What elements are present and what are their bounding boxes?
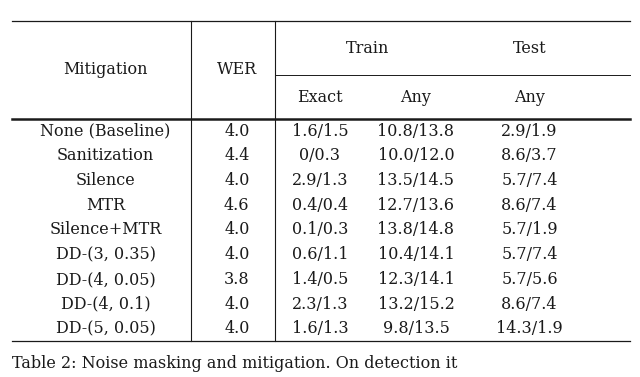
Text: 2.3/1.3: 2.3/1.3 (292, 296, 348, 313)
Text: Any: Any (514, 89, 545, 106)
Text: 4.4: 4.4 (224, 147, 250, 164)
Text: 0.4/0.4: 0.4/0.4 (292, 197, 348, 214)
Text: 4.0: 4.0 (224, 172, 250, 189)
Text: 5.7/7.4: 5.7/7.4 (501, 172, 558, 189)
Text: 8.6/7.4: 8.6/7.4 (501, 197, 558, 214)
Text: WER: WER (217, 61, 257, 78)
Text: 13.8/14.8: 13.8/14.8 (378, 221, 454, 239)
Text: DD-(5, 0.05): DD-(5, 0.05) (56, 320, 156, 337)
Text: 13.2/15.2: 13.2/15.2 (378, 296, 454, 313)
Text: 5.7/1.9: 5.7/1.9 (501, 221, 558, 239)
Text: Train: Train (346, 40, 390, 57)
Text: MTR: MTR (86, 197, 125, 214)
Text: 12.3/14.1: 12.3/14.1 (378, 271, 454, 288)
Text: 0.1/0.3: 0.1/0.3 (292, 221, 348, 239)
Text: 1.4/0.5: 1.4/0.5 (292, 271, 348, 288)
Text: DD-(4, 0.1): DD-(4, 0.1) (61, 296, 150, 313)
Text: 4.0: 4.0 (224, 246, 250, 263)
Text: 10.8/13.8: 10.8/13.8 (378, 123, 454, 139)
Text: Any: Any (401, 89, 431, 106)
Text: 12.7/13.6: 12.7/13.6 (378, 197, 454, 214)
Text: DD-(4, 0.05): DD-(4, 0.05) (56, 271, 156, 288)
Text: 10.4/14.1: 10.4/14.1 (378, 246, 454, 263)
Text: Table 2: Noise masking and mitigation. On detection it: Table 2: Noise masking and mitigation. O… (12, 355, 457, 372)
Text: 4.6: 4.6 (224, 197, 250, 214)
Text: None (Baseline): None (Baseline) (40, 123, 171, 139)
Text: 2.9/1.9: 2.9/1.9 (501, 123, 558, 139)
Text: 9.8/13.5: 9.8/13.5 (383, 320, 449, 337)
Text: 4.0: 4.0 (224, 296, 250, 313)
Text: DD-(3, 0.35): DD-(3, 0.35) (56, 246, 156, 263)
Text: 14.3/1.9: 14.3/1.9 (496, 320, 563, 337)
Text: 4.0: 4.0 (224, 123, 250, 139)
Text: Test: Test (513, 40, 547, 57)
Text: Exact: Exact (297, 89, 343, 106)
Text: 8.6/3.7: 8.6/3.7 (501, 147, 558, 164)
Text: 0.6/1.1: 0.6/1.1 (292, 246, 348, 263)
Text: 4.0: 4.0 (224, 221, 250, 239)
Text: 5.7/7.4: 5.7/7.4 (501, 246, 558, 263)
Text: 13.5/14.5: 13.5/14.5 (378, 172, 454, 189)
Text: 4.0: 4.0 (224, 320, 250, 337)
Text: 0/0.3: 0/0.3 (300, 147, 340, 164)
Text: 1.6/1.5: 1.6/1.5 (292, 123, 348, 139)
Text: 1.6/1.3: 1.6/1.3 (292, 320, 348, 337)
Text: 8.6/7.4: 8.6/7.4 (501, 296, 558, 313)
Text: 2.9/1.3: 2.9/1.3 (292, 172, 348, 189)
Text: 10.0/12.0: 10.0/12.0 (378, 147, 454, 164)
Text: Silence: Silence (76, 172, 136, 189)
Text: Mitigation: Mitigation (63, 61, 148, 78)
Text: Sanitization: Sanitization (57, 147, 154, 164)
Text: Silence+MTR: Silence+MTR (49, 221, 162, 239)
Text: 5.7/5.6: 5.7/5.6 (501, 271, 558, 288)
Text: 3.8: 3.8 (224, 271, 250, 288)
